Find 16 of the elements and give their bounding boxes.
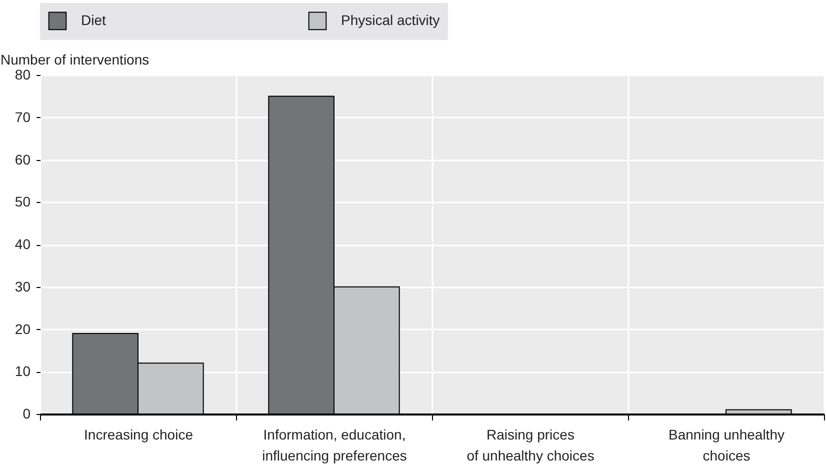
legend-label: Physical activity <box>341 12 440 28</box>
y-tick-label: 20 <box>14 320 31 337</box>
x-tick-label: Banning unhealthy choices <box>668 426 784 464</box>
y-tick-label: 40 <box>14 236 31 252</box>
x-tick-label: Information, education, influencing preferences <box>262 426 407 464</box>
legend-label: Diet <box>81 12 106 28</box>
y-tick-label: 80 <box>14 66 31 82</box>
y-axis-title: Number of interventions <box>0 52 150 68</box>
y-tick-label: 0 <box>22 406 31 422</box>
y-tick-label: 10 <box>14 363 31 380</box>
y-tick-label: 60 <box>14 151 31 168</box>
x-tick-label: Increasing choice <box>84 426 194 442</box>
x-tick-label: Raising prices of unhealthy choices <box>466 426 594 464</box>
y-tick-label: 70 <box>14 108 31 125</box>
y-tick-label: 50 <box>14 194 31 210</box>
y-tick-label: 30 <box>14 278 31 294</box>
